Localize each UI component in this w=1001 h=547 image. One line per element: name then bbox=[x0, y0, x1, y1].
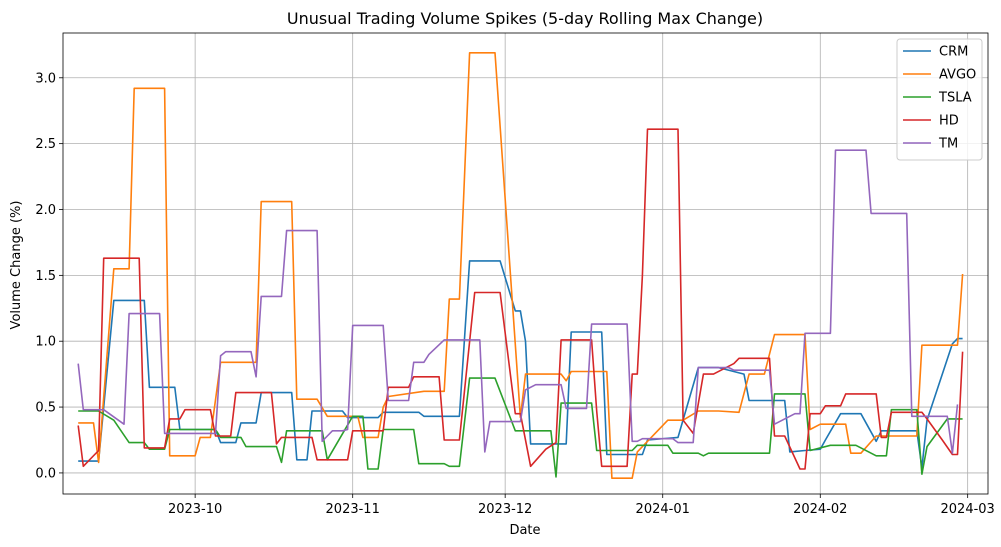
x-tick-label: 2024-01 bbox=[636, 502, 690, 517]
legend-label-avgo: AVGO bbox=[939, 68, 976, 83]
y-tick-label: 3.0 bbox=[35, 71, 56, 86]
y-tick-label: 2.0 bbox=[35, 203, 56, 218]
y-tick-label: 2.5 bbox=[35, 137, 56, 152]
x-tick-label: 2023-12 bbox=[478, 502, 532, 517]
series-line-avgo bbox=[78, 51, 964, 480]
x-tick-label: 2023-10 bbox=[168, 502, 222, 517]
legend-box bbox=[896, 38, 983, 161]
series-lines bbox=[77, 51, 964, 480]
series-line-hd bbox=[77, 128, 964, 470]
y-axis-label: Volume Change (%) bbox=[9, 201, 24, 330]
y-tick-label: 1.5 bbox=[35, 269, 56, 284]
legend-label-tsla: TSLA bbox=[938, 91, 972, 106]
legend-label-hd: HD bbox=[939, 114, 959, 129]
x-axis-ticks: 2023-10 2023-11 2023-12 2024-01 2024-02 2024-… bbox=[168, 494, 995, 517]
y-axis-ticks: 0.0 0.5 1.0 1.5 2.0 2.5 3.0 bbox=[35, 71, 63, 481]
series-line-crm bbox=[78, 260, 963, 469]
legend: CRM AVGO TSLA HD TM bbox=[896, 38, 983, 161]
chart-title: Unusual Trading Volume Spikes (5-day Rol… bbox=[287, 9, 763, 28]
legend-label-tm: TM bbox=[938, 137, 958, 152]
y-tick-label: 1.0 bbox=[35, 335, 56, 350]
x-tick-label: 2024-03 bbox=[941, 502, 995, 517]
series-line-tm bbox=[77, 149, 959, 455]
legend-label-crm: CRM bbox=[939, 45, 968, 60]
x-axis-label: Date bbox=[509, 523, 540, 538]
y-tick-label: 0.5 bbox=[35, 401, 56, 416]
series-line-tsla bbox=[78, 377, 963, 478]
y-tick-label: 0.0 bbox=[35, 466, 56, 481]
plot-frame bbox=[62, 32, 989, 495]
x-tick-label: 2024-02 bbox=[793, 502, 847, 517]
x-tick-label: 2023-11 bbox=[326, 502, 380, 517]
